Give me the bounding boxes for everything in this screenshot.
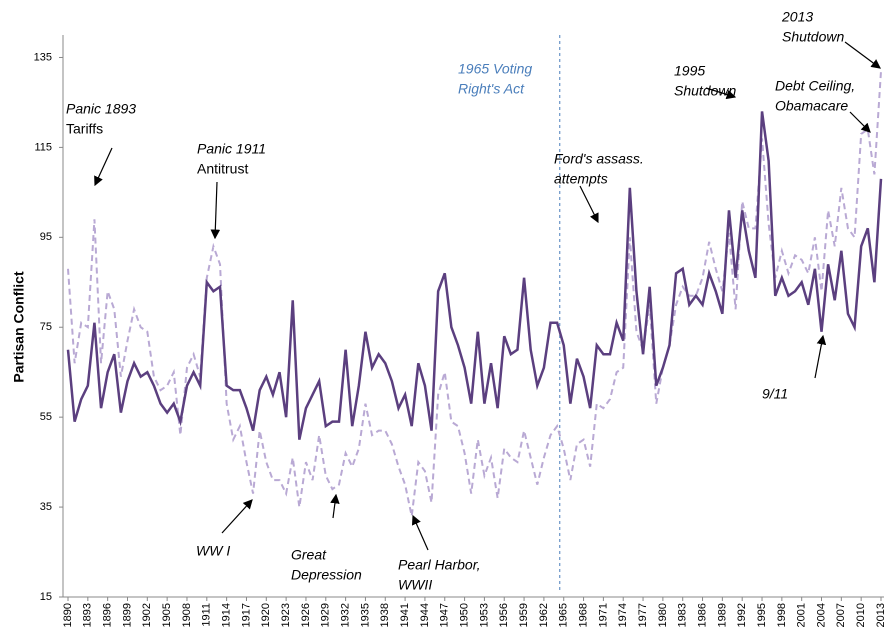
y-tick-label: 75 — [40, 321, 52, 333]
annotation: Tariffs — [66, 121, 103, 137]
y-axis-label: Partisan Conflict — [11, 271, 27, 383]
y-tick-label: 35 — [40, 501, 52, 513]
x-tick-label: 1974 — [617, 603, 629, 627]
x-tick-label: 1986 — [696, 603, 708, 627]
x-tick-label: 2013 — [875, 603, 884, 627]
annotation: 1995 — [674, 63, 705, 79]
x-tick-label: 1902 — [141, 603, 153, 627]
y-tick-label: 95 — [40, 231, 52, 243]
annotation: Great — [291, 547, 327, 563]
x-tick-label: 1980 — [657, 603, 669, 627]
y-tick-label: 55 — [40, 411, 52, 423]
x-tick-label: 1905 — [161, 603, 173, 627]
x-tick-label: 1941 — [399, 603, 411, 627]
annotation-arrow — [221, 499, 253, 534]
x-tick-label: 1935 — [359, 603, 371, 627]
x-tick-label: 1989 — [716, 603, 728, 627]
annotation-arrow — [849, 111, 871, 133]
x-tick-label: 2004 — [815, 603, 827, 627]
x-tick-label: 1968 — [577, 603, 589, 627]
series-line — [67, 70, 882, 517]
annotation: Pearl Harbor, — [398, 557, 480, 573]
x-tick-label: 1932 — [340, 603, 352, 627]
x-tick-label: 1908 — [181, 603, 193, 627]
x-tick-label: 2010 — [855, 603, 867, 627]
x-tick-label: 1998 — [776, 603, 788, 627]
annotation-arrow — [579, 185, 599, 224]
annotation: Antitrust — [197, 161, 248, 177]
x-tick-label: 1956 — [498, 603, 510, 627]
x-tick-label: 1920 — [260, 603, 272, 627]
annotation: Depression — [291, 567, 362, 583]
x-tick-label: 1995 — [756, 603, 768, 627]
x-tick-label: 1947 — [439, 603, 451, 627]
x-tick-label: 1926 — [300, 603, 312, 627]
x-tick-label: 1959 — [518, 603, 530, 627]
x-tick-label: 1977 — [637, 603, 649, 627]
series-line — [66, 111, 883, 440]
x-tick-label: 1899 — [121, 603, 133, 627]
x-tick-label: 1953 — [478, 603, 490, 627]
annotation-arrow — [411, 514, 429, 551]
annotation: Shutdown — [674, 83, 736, 99]
annotation: attempts — [554, 171, 608, 187]
x-tick-label: 1911 — [201, 603, 213, 627]
x-tick-label: 1917 — [240, 603, 252, 627]
x-tick-label: 1944 — [419, 603, 431, 627]
x-tick-label: 1965 — [558, 603, 570, 627]
annotation: Ford's assass. — [554, 151, 644, 167]
annotation: Panic 1893 — [66, 101, 136, 117]
x-tick-label: 2007 — [835, 603, 847, 627]
reference-label: 1965 Voting — [458, 61, 532, 77]
annotation: WWII — [398, 577, 432, 593]
annotation: 9/11 — [762, 386, 788, 402]
x-tick-label: 1893 — [82, 603, 94, 627]
x-tick-label: 2001 — [796, 603, 808, 627]
y-tick-label: 15 — [40, 591, 52, 603]
x-tick-label: 1971 — [597, 603, 609, 627]
annotation-arrow — [210, 181, 221, 240]
y-tick-label: 135 — [34, 51, 52, 63]
x-tick-label: 1992 — [736, 603, 748, 627]
annotation-arrow — [844, 41, 881, 69]
reference-label: Right's Act — [458, 81, 525, 97]
annotation-arrow — [814, 334, 827, 379]
x-tick-label: 1896 — [102, 603, 114, 627]
x-tick-label: 1914 — [221, 603, 233, 627]
annotation: Shutdown — [782, 29, 844, 45]
annotation: WW I — [196, 543, 230, 559]
x-tick-label: 1929 — [320, 603, 332, 627]
x-tick-label: 1983 — [677, 603, 689, 627]
x-tick-label: 1962 — [538, 603, 550, 627]
annotation-arrow — [705, 87, 737, 100]
x-tick-label: 1950 — [458, 603, 470, 627]
annotation-arrow — [330, 493, 340, 519]
annotation: 2013 — [781, 9, 813, 25]
annotation-arrow — [94, 147, 113, 187]
annotation: Debt Ceiling, — [775, 78, 855, 94]
x-tick-label: 1923 — [280, 603, 292, 627]
annotation: Panic 1911 — [197, 141, 266, 157]
y-tick-label: 115 — [34, 141, 52, 153]
annotation: Obamacare — [775, 98, 848, 114]
x-tick-label: 1890 — [62, 603, 74, 627]
x-tick-label: 1938 — [379, 603, 391, 627]
